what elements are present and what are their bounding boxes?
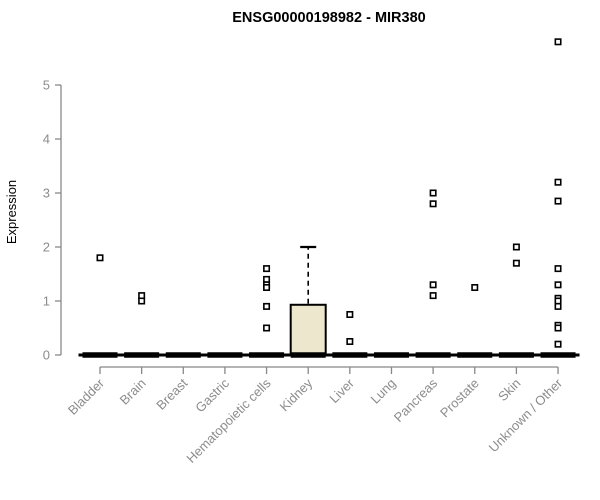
outlier-point-pancreas xyxy=(429,281,437,289)
median-bar-liver xyxy=(332,352,368,358)
outlier-point-pancreas xyxy=(429,189,437,197)
outlier-point-hematopoietic-cells xyxy=(263,265,271,273)
y-tick-label-0: 0 xyxy=(43,348,50,363)
y-tick-label-4: 4 xyxy=(43,132,50,147)
x-tick-label-brain: Brain xyxy=(117,376,149,408)
outlier-point-hematopoietic-cells xyxy=(263,275,271,283)
outlier-point-bladder xyxy=(96,254,104,262)
outlier-point-unknown-other xyxy=(554,340,562,348)
y-tick-label-5: 5 xyxy=(43,78,50,93)
median-bar-hematopoietic-cells xyxy=(249,352,285,358)
median-bar-prostate xyxy=(457,352,493,358)
y-tick-label-3: 3 xyxy=(43,186,50,201)
outlier-point-brain xyxy=(138,297,146,305)
median-bar-lung xyxy=(373,352,409,358)
y-axis-title: Expression xyxy=(4,180,19,244)
median-bar-breast xyxy=(165,352,201,358)
x-tick-label-bladder: Bladder xyxy=(65,375,108,418)
x-tick-label-liver: Liver xyxy=(326,375,357,406)
y-tick-label-1: 1 xyxy=(43,294,50,309)
box-kidney xyxy=(289,303,327,356)
chart-title: ENSG00000198982 - MIR380 xyxy=(232,10,425,26)
outlier-point-unknown-other xyxy=(554,38,562,46)
outlier-point-unknown-other xyxy=(554,297,562,305)
median-bar-unknown-other xyxy=(540,352,576,358)
x-tick-label-prostate: Prostate xyxy=(437,376,482,421)
outlier-point-hematopoietic-cells xyxy=(263,302,271,310)
x-tick-label-lung: Lung xyxy=(368,376,399,407)
outlier-point-liver xyxy=(346,337,354,345)
x-tick-label-breast: Breast xyxy=(153,375,190,412)
x-tick-label-unknown-other: Unknown / Other xyxy=(486,375,566,455)
outlier-point-hematopoietic-cells xyxy=(263,324,271,332)
outlier-point-skin xyxy=(512,243,520,251)
x-tick-label-skin: Skin xyxy=(495,376,523,404)
outlier-point-hematopoietic-cells xyxy=(263,283,271,291)
median-bar-skin xyxy=(498,352,534,358)
median-bar-pancreas xyxy=(415,352,451,358)
outlier-point-unknown-other xyxy=(554,178,562,186)
outlier-point-skin xyxy=(512,259,520,267)
plot-marks-group xyxy=(78,38,580,358)
outlier-point-unknown-other xyxy=(554,197,562,205)
outlier-point-unknown-other xyxy=(554,324,562,332)
median-bar-kidney xyxy=(290,352,326,358)
outlier-point-unknown-other xyxy=(554,281,562,289)
outlier-point-unknown-other xyxy=(554,302,562,310)
x-tick-label-kidney: Kidney xyxy=(277,375,316,414)
x-tick-label-pancreas: Pancreas xyxy=(391,375,441,425)
outlier-point-unknown-other xyxy=(554,265,562,273)
outlier-point-pancreas xyxy=(429,200,437,208)
median-bar-bladder xyxy=(82,352,118,358)
outlier-point-prostate xyxy=(471,283,479,291)
outlier-point-brain xyxy=(138,292,146,300)
median-bar-gastric xyxy=(207,352,243,358)
median-bar-brain xyxy=(124,352,160,358)
y-tick-label-2: 2 xyxy=(43,240,50,255)
x-tick-label-gastric: Gastric xyxy=(192,375,232,415)
outlier-point-pancreas xyxy=(429,292,437,300)
outlier-point-liver xyxy=(346,310,354,318)
